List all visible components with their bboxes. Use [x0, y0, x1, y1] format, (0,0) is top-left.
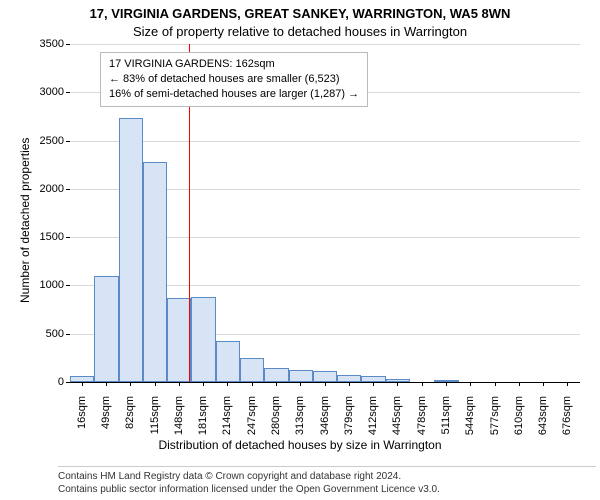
xtick-mark — [203, 382, 204, 386]
xtick-mark — [227, 382, 228, 386]
ytick-mark — [66, 285, 70, 286]
ytick-label: 500 — [26, 328, 64, 340]
xtick-label: 214sqm — [221, 396, 233, 456]
xtick-mark — [349, 382, 350, 386]
page-title: 17, VIRGINIA GARDENS, GREAT SANKEY, WARR… — [0, 6, 600, 21]
xtick-label: 643sqm — [537, 396, 549, 456]
footer-line-2: Contains public sector information licen… — [58, 484, 596, 497]
gridline — [70, 44, 580, 45]
xtick-mark — [495, 382, 496, 386]
histogram-bar — [143, 162, 167, 382]
xtick-mark — [325, 382, 326, 386]
histogram-bar — [167, 298, 191, 382]
xtick-label: 82sqm — [124, 396, 136, 456]
histogram-bar — [240, 358, 264, 382]
footer-line-1: Contains HM Land Registry data © Crown c… — [58, 471, 596, 484]
xtick-label: 280sqm — [270, 396, 282, 456]
xtick-mark — [252, 382, 253, 386]
ytick-mark — [66, 237, 70, 238]
xtick-label: 49sqm — [100, 396, 112, 456]
xtick-label: 610sqm — [513, 396, 525, 456]
xtick-label: 379sqm — [343, 396, 355, 456]
reference-infobox: 17 VIRGINIA GARDENS: 162sqm ← 83% of det… — [100, 52, 368, 107]
ytick-mark — [66, 189, 70, 190]
xtick-mark — [543, 382, 544, 386]
xtick-label: 445sqm — [391, 396, 403, 456]
histogram-bar — [337, 375, 361, 382]
xtick-mark — [446, 382, 447, 386]
xtick-label: 676sqm — [561, 396, 573, 456]
histogram-bar — [264, 368, 288, 382]
xtick-mark — [82, 382, 83, 386]
infobox-line-3: 16% of semi-detached houses are larger (… — [109, 87, 359, 102]
xtick-mark — [567, 382, 568, 386]
xtick-mark — [179, 382, 180, 386]
xtick-mark — [519, 382, 520, 386]
ytick-mark — [66, 334, 70, 335]
ytick-label: 3500 — [26, 38, 64, 50]
ytick-label: 1500 — [26, 231, 64, 243]
ytick-mark — [66, 44, 70, 45]
ytick-mark — [66, 141, 70, 142]
histogram-bar — [191, 297, 215, 382]
ytick-label: 2500 — [26, 135, 64, 147]
infobox-line-2: ← 83% of detached houses are smaller (6,… — [109, 72, 359, 87]
xtick-mark — [155, 382, 156, 386]
xtick-mark — [276, 382, 277, 386]
ytick-label: 1000 — [26, 279, 64, 291]
xtick-mark — [422, 382, 423, 386]
xtick-label: 478sqm — [416, 396, 428, 456]
histogram-bar — [289, 370, 313, 382]
xtick-mark — [470, 382, 471, 386]
histogram-bar — [216, 341, 240, 382]
gridline — [70, 141, 580, 142]
footer-attribution: Contains HM Land Registry data © Crown c… — [58, 466, 596, 496]
xtick-label: 181sqm — [197, 396, 209, 456]
xtick-label: 148sqm — [173, 396, 185, 456]
xtick-label: 544sqm — [464, 396, 476, 456]
ytick-label: 0 — [26, 376, 64, 388]
xtick-mark — [373, 382, 374, 386]
xtick-label: 511sqm — [440, 396, 452, 456]
xtick-label: 115sqm — [149, 396, 161, 456]
histogram-bar — [119, 118, 143, 382]
infobox-line-1: 17 VIRGINIA GARDENS: 162sqm — [109, 57, 359, 72]
page-subtitle: Size of property relative to detached ho… — [0, 24, 600, 39]
histogram-bar — [94, 276, 118, 382]
ytick-label: 3000 — [26, 86, 64, 98]
xtick-label: 346sqm — [319, 396, 331, 456]
ytick-label: 2000 — [26, 183, 64, 195]
histogram-bar — [313, 371, 337, 382]
xtick-mark — [130, 382, 131, 386]
xtick-mark — [397, 382, 398, 386]
y-axis-label: Number of detached properties — [18, 138, 32, 303]
ytick-mark — [66, 382, 70, 383]
xtick-label: 577sqm — [489, 396, 501, 456]
xtick-label: 412sqm — [367, 396, 379, 456]
ytick-mark — [66, 92, 70, 93]
xtick-label: 247sqm — [246, 396, 258, 456]
xtick-label: 16sqm — [76, 396, 88, 456]
xtick-mark — [106, 382, 107, 386]
xtick-mark — [300, 382, 301, 386]
xtick-label: 313sqm — [294, 396, 306, 456]
